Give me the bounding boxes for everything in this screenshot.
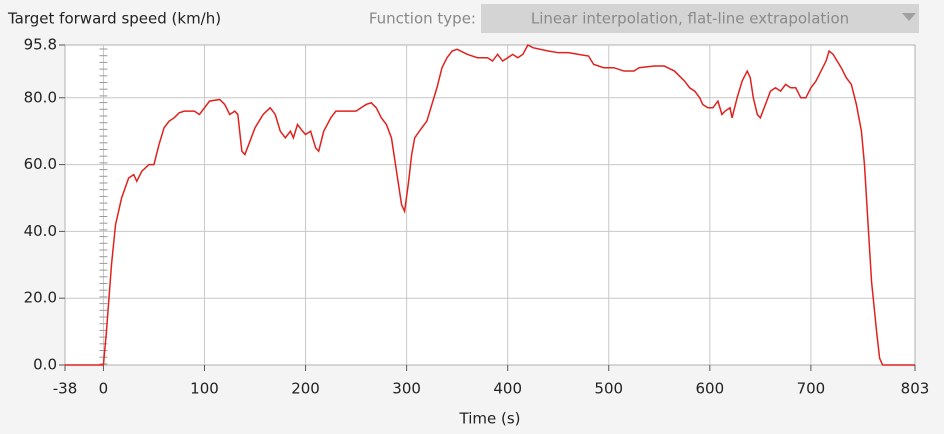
- y-tick-label: 0.0: [33, 356, 57, 374]
- y-tick-label: 20.0: [24, 289, 57, 307]
- plot-area: [64, 44, 916, 366]
- x-tick-label: 300: [392, 380, 421, 398]
- y-tick-label: 60.0: [24, 155, 57, 173]
- y-tick-label: 40.0: [24, 222, 57, 240]
- dropdown-arrow[interactable]: [902, 13, 916, 21]
- x-tick-label: 200: [291, 380, 320, 398]
- x-tick-label: 600: [696, 380, 725, 398]
- x-tick-label: 500: [594, 380, 623, 398]
- function-type-dropdown[interactable]: Linear interpolation, flat-line extrapol…: [481, 4, 919, 33]
- speed-line: [65, 43, 915, 366]
- x-tick-label: 100: [190, 380, 219, 398]
- y-tick-label: 95.8: [24, 36, 57, 54]
- x-tick-label: 0: [99, 380, 109, 398]
- function-type-label: Function type:: [369, 10, 476, 28]
- x-tick-label: 803: [901, 380, 930, 398]
- x-axis-label: Time (s): [459, 410, 521, 428]
- x-tick-label: 700: [797, 380, 826, 398]
- chart-title: Target forward speed (km/h): [7, 10, 221, 28]
- y-tick-label: 80.0: [24, 88, 57, 106]
- x-tick-label: 400: [493, 380, 522, 398]
- dropdown-box[interactable]: [481, 4, 919, 33]
- dropdown-value[interactable]: Linear interpolation, flat-line extrapol…: [531, 10, 849, 28]
- x-tick-label: -38: [53, 380, 78, 398]
